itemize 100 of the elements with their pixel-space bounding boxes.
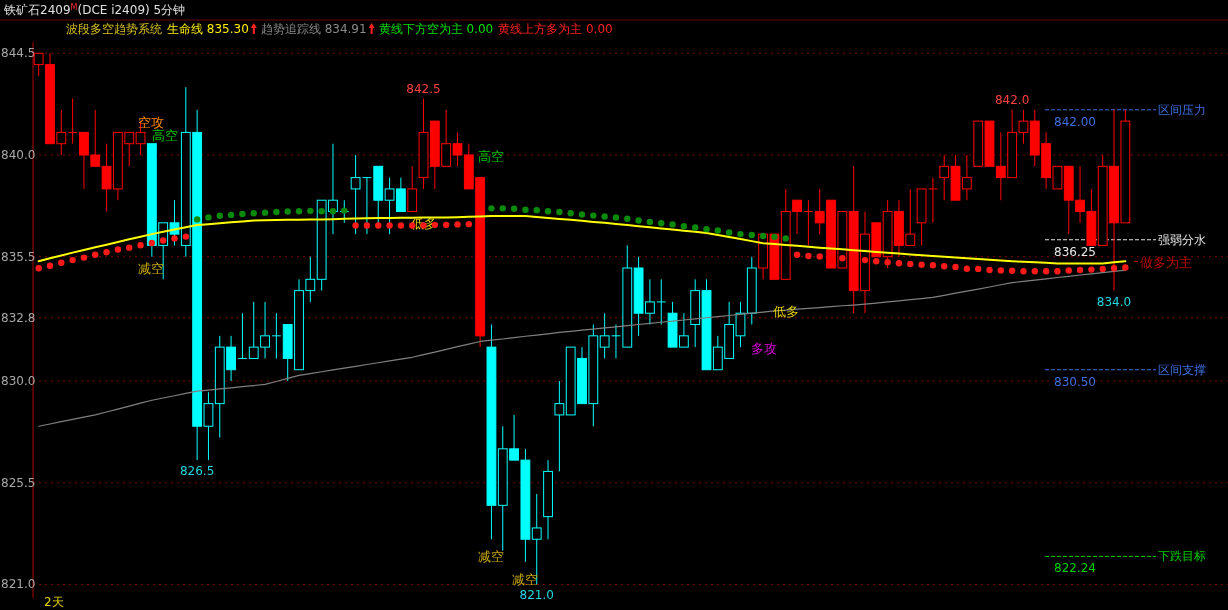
annotation: 830.50 [1054,374,1096,389]
y-tick-label: 830.0 [1,374,36,389]
point [861,256,869,264]
point [363,222,371,229]
point [216,212,223,220]
point [261,209,269,216]
point [1020,267,1027,275]
y-tick-label: 835.5 [1,249,36,264]
point [997,267,1005,274]
text: 做多为主 [1140,254,1192,270]
text: 黄线下方空为主 0.00 [378,22,494,36]
point [193,216,201,223]
ref-line-label: 区间支撑 [1158,362,1206,377]
point [624,215,631,222]
point [907,260,914,268]
annotation: 减空 [478,549,504,564]
point [986,266,993,274]
annotation: 842.00 [1054,114,1096,129]
point [771,233,778,241]
point [816,253,823,260]
point [92,251,99,258]
y-tick-label: 832.8 [1,310,36,325]
point [646,218,654,226]
annotation: 高空 [152,128,178,143]
point [963,265,971,272]
point [941,263,948,270]
point [352,222,359,229]
text: 826.5 [179,464,215,479]
point [126,244,133,251]
point [137,241,144,249]
point [601,213,608,220]
point [375,222,382,229]
ref-line-label: 下跌目标 [1158,549,1206,564]
candlestick [656,278,667,326]
point [793,251,801,258]
point [46,262,54,269]
candlestick [271,312,282,359]
point [692,224,699,231]
point [1088,266,1095,273]
point [295,208,303,215]
point [386,222,393,229]
point [171,235,178,242]
y-tick-label: 844.5 [1,46,36,61]
annotation: 低多 [773,304,799,319]
point [148,239,156,247]
point [1054,267,1061,275]
point [69,256,76,264]
annotation: 836.25 [1054,244,1096,259]
point [35,265,42,272]
annotation: 822.24 [1054,561,1096,576]
point [488,205,495,212]
point [80,254,88,261]
point [329,208,337,215]
point [612,214,620,221]
point [1008,267,1016,274]
candlestick [803,199,814,246]
point [759,232,767,240]
point [737,230,744,238]
text: 842.5 [406,81,441,96]
point [1122,264,1129,271]
point [182,233,190,240]
candlestick [350,154,361,235]
text: 821.0 [519,588,554,603]
annotation: 多攻 [751,341,777,356]
point [499,205,506,212]
point [590,212,597,219]
point [669,221,676,228]
point [397,222,405,229]
candlestick [599,312,610,359]
point [103,249,110,256]
point [974,265,982,273]
chart-subtitle: 波段多空趋势系统 [66,22,162,36]
point [250,210,257,217]
point [1031,267,1038,275]
y-tick-label: 840.0 [1,148,36,163]
text: 趋势追踪线 834.91 [260,22,367,36]
point [873,258,880,265]
point [635,217,642,224]
candlestick [67,98,78,145]
point [522,206,529,213]
point [1110,265,1118,272]
text: 842.0 [994,92,1030,107]
point [952,263,959,271]
point [680,223,688,230]
point [510,205,518,212]
point [918,261,925,268]
text: 黄线上方多为主 0.00 [498,22,613,36]
point [556,208,563,216]
point [658,220,665,227]
point [578,211,586,218]
point [725,229,733,236]
ref-line-label: 区间压力 [1158,102,1206,117]
annotation: 2天 [44,595,64,609]
point [159,237,167,244]
point [1076,266,1084,274]
point [307,207,314,215]
point [465,220,472,228]
chart-title: 铁矿石2409$^{M}$(DCE i2409) 5分钟 [3,2,186,17]
annotation: 空攻 [138,115,164,130]
point [839,255,846,262]
